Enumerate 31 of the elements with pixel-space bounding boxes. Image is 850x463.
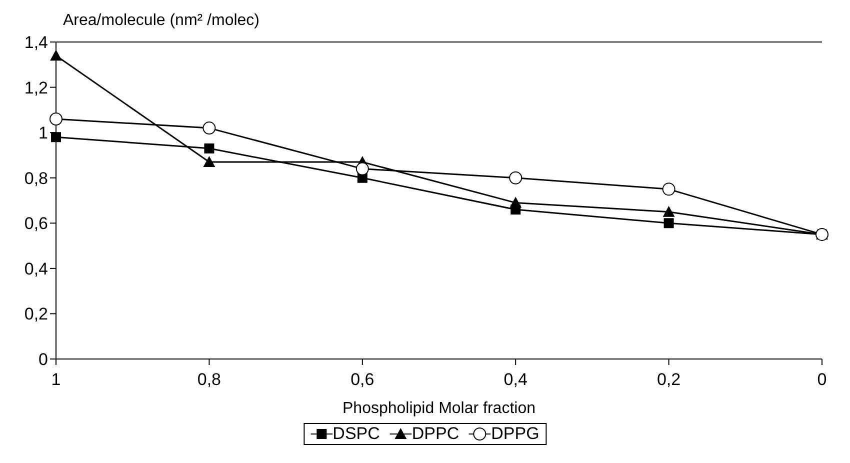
x-tick-label: 0,4 [504, 370, 528, 390]
point [509, 171, 522, 184]
y-tick-label: 0 [38, 350, 48, 370]
point [510, 196, 522, 208]
y-tick-label: 1 [38, 124, 48, 143]
y-tick-label: 0,8 [24, 168, 48, 188]
point [662, 182, 676, 196]
point [202, 122, 216, 135]
point [662, 206, 675, 217]
x-axis-title: Phospholipid Molar fraction [342, 400, 536, 417]
y-axis-title: Area/molecule (nm² /molec) [63, 12, 260, 30]
x-tick-label: 0,6 [350, 370, 374, 390]
point [356, 162, 369, 176]
y-tick-label: 0,6 [24, 214, 48, 234]
legend-label: DPPG [490, 424, 540, 444]
legend-label: DPPC [410, 424, 460, 444]
legend-label: DSPC [332, 424, 380, 444]
point [50, 50, 62, 61]
y-tick-label: 1,2 [24, 78, 48, 98]
x-tick-label: 1 [51, 370, 61, 390]
point [203, 156, 216, 168]
x-tick-label: 0,2 [656, 370, 681, 390]
x-tick-label: 0,8 [197, 370, 222, 390]
x-tick-label: 0 [817, 370, 827, 390]
point [664, 218, 674, 228]
point [51, 132, 61, 142]
y-tick-label: 1,4 [24, 33, 48, 52]
point [50, 112, 62, 126]
y-tick-label: 0,4 [24, 259, 48, 278]
point [204, 143, 214, 154]
y-tick-label: 0,2 [24, 304, 48, 324]
